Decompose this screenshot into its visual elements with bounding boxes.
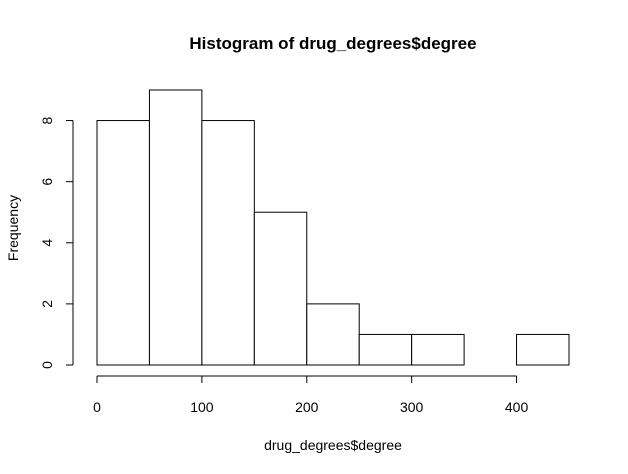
chart-title: Histogram of drug_degrees$degree bbox=[189, 34, 476, 53]
histogram-bar-1 bbox=[148, 89, 203, 366]
x-tick-label: 300 bbox=[400, 399, 424, 415]
x-tick-label: 100 bbox=[190, 399, 214, 415]
x-tick-label: 400 bbox=[505, 399, 529, 415]
x-tick-label: 0 bbox=[93, 399, 101, 415]
histogram-bar-0 bbox=[96, 120, 150, 366]
histogram-bars bbox=[96, 89, 570, 366]
y-tick-label: 2 bbox=[39, 300, 55, 308]
y-tick-label: 0 bbox=[39, 361, 55, 369]
x-tick-label: 200 bbox=[295, 399, 319, 415]
x-axis: 0 100 200 300 400 bbox=[93, 375, 529, 415]
histogram-bar-5 bbox=[358, 333, 413, 366]
histogram-bar-3 bbox=[253, 211, 308, 366]
y-axis: 0 2 4 6 8 bbox=[39, 116, 74, 369]
histogram-bar-8 bbox=[516, 333, 570, 366]
histogram-bar-4 bbox=[306, 303, 360, 366]
y-tick-label: 6 bbox=[39, 178, 55, 186]
y-axis-label: Frequency bbox=[5, 195, 21, 261]
x-axis-label: drug_degrees$degree bbox=[264, 437, 402, 453]
histogram-bar-6 bbox=[411, 333, 465, 366]
y-tick-label: 8 bbox=[39, 116, 55, 124]
histogram-bar-2 bbox=[201, 120, 255, 366]
y-tick-label: 4 bbox=[39, 239, 55, 247]
